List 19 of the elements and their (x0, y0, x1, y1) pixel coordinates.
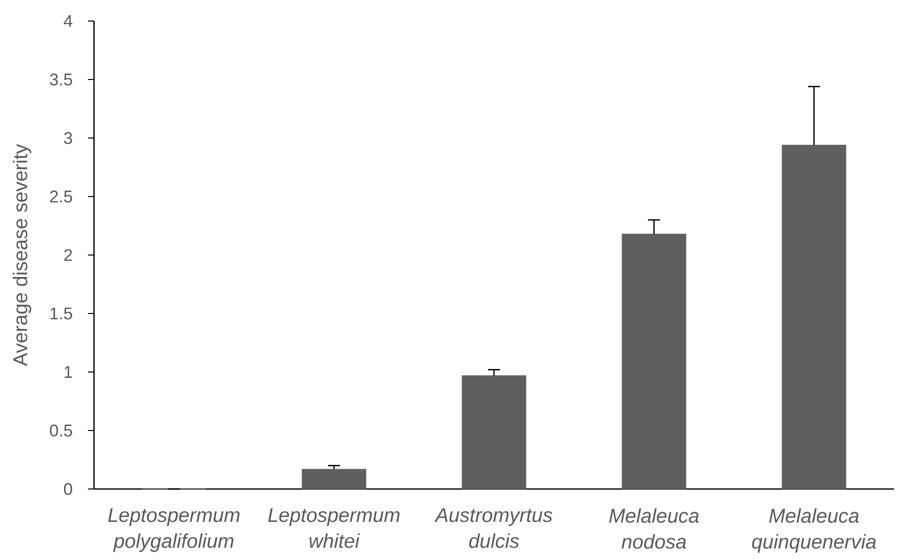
y-tick-label: 3 (64, 132, 72, 144)
x-tick-label: Leptospermum whitei (268, 508, 400, 548)
x-tick-label: Leptospermum polygalifolium (108, 508, 240, 552)
x-tick-label: Melaleuca nodosa (609, 508, 699, 549)
y-tick-label: 2.5 (50, 190, 72, 202)
y-tick-label: 4 (64, 15, 72, 27)
bar (622, 234, 686, 490)
y-tick-label: 2 (64, 249, 72, 261)
bar (462, 375, 526, 490)
x-tick-label: Melaleuca quinquenervia (752, 508, 876, 553)
x-tick-label: Austromyrtus dulcis (434, 508, 552, 548)
bar (302, 468, 366, 490)
bar (782, 144, 846, 490)
y-tick-label: 0.5 (50, 424, 72, 436)
y-tick-label: 1.5 (50, 308, 72, 320)
y-tick-label: 0 (64, 483, 72, 495)
y-axis-title: Average disease severity (12, 144, 32, 366)
y-tick-label: 3.5 (50, 74, 72, 86)
y-tick-label: 1 (64, 366, 72, 378)
